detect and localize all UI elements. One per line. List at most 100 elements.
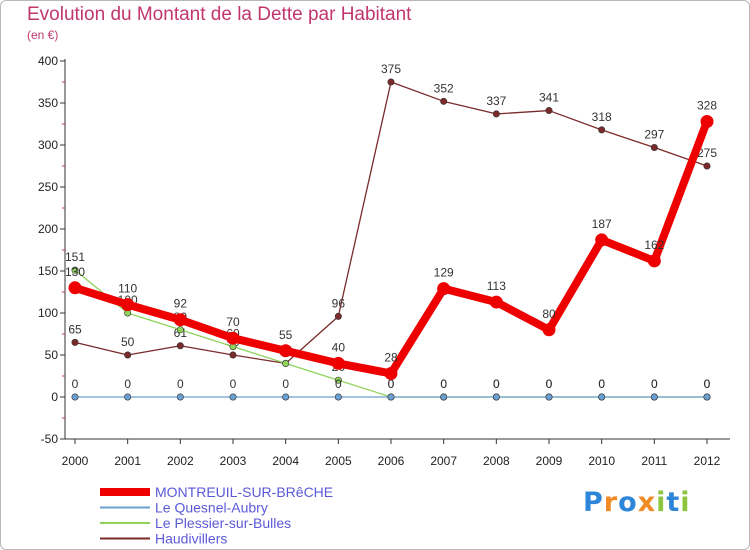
data-point-haudivillers [598,126,606,134]
proxiti-logo: Proxiti [583,487,691,518]
logo-letter: t [666,487,681,518]
data-label-le-quesnel-aubry: 0 [335,377,342,391]
legend-label: Le Quesnel-Aubry [155,500,268,516]
chart-title: Evolution du Montant de la Dette par Hab… [27,4,412,25]
data-point-haudivillers [229,351,237,359]
data-label-le-quesnel-aubry: 0 [440,377,447,391]
data-label-haudivillers: 275 [697,146,717,160]
data-label-le-quesnel-aubry: 0 [546,377,553,391]
data-point-le-quesnel-aubry [492,393,500,401]
data-point-le-quesnel-aubry [124,393,132,401]
y-tick-label: -50 [41,432,59,446]
data-label-le-quesnel-aubry: 0 [124,377,131,391]
data-point-le-quesnel-aubry [703,393,711,401]
data-point-montreuil-sur-br-che [437,282,451,296]
data-label-le-quesnel-aubry: 0 [282,377,289,391]
data-label-le-quesnel-aubry: 0 [704,377,711,391]
x-tick-label: 2001 [114,454,141,468]
data-point-le-quesnel-aubry [598,393,606,401]
y-tick-label: 300 [38,138,58,152]
data-point-le-quesnel-aubry [440,393,448,401]
data-label-montreuil-sur-br-che: 187 [592,217,612,231]
data-label-le-plessier-sur-bulles: 0 [651,377,658,391]
data-label-haudivillers: 318 [592,110,612,124]
data-label-le-plessier-sur-bulles: 0 [388,377,395,391]
x-tick-label: 2003 [220,454,247,468]
data-label-le-plessier-sur-bulles: 0 [598,377,605,391]
x-tick-label: 2010 [588,454,615,468]
data-label-haudivillers: 337 [486,94,506,108]
data-label-montreuil-sur-br-che: 110 [118,282,137,296]
data-label-le-quesnel-aubry: 0 [598,377,605,391]
logo-letter: r [603,487,619,518]
data-point-haudivillers [440,97,448,105]
data-label-haudivillers: 352 [434,81,454,95]
data-point-montreuil-sur-br-che [68,281,82,295]
data-label-haudivillers: 96 [332,296,346,310]
data-point-montreuil-sur-br-che [331,356,345,370]
y-tick-label: 0 [51,390,58,404]
y-tick-label: 200 [38,222,58,236]
data-point-le-quesnel-aubry [282,393,290,401]
x-tick-label: 2005 [325,454,352,468]
data-point-le-plessier-sur-bulles [71,266,79,274]
data-point-montreuil-sur-br-che [121,298,135,312]
x-tick-label: 2011 [641,454,667,468]
data-point-le-quesnel-aubry [229,393,237,401]
logo-letter: o [618,487,638,518]
x-tick-label: 2012 [694,454,721,468]
logo-letter: i [680,487,691,518]
data-point-montreuil-sur-br-che [226,331,240,345]
data-point-le-quesnel-aubry [650,393,658,401]
data-point-montreuil-sur-br-che [489,295,503,309]
y-tick-label: 250 [38,180,58,194]
logo-letter: x [637,487,657,518]
data-label-montreuil-sur-br-che: 40 [332,340,346,354]
y-tick-label: 400 [38,54,58,68]
chart-subtitle: (en €) [27,28,59,42]
data-label-montreuil-sur-br-che: 113 [487,279,506,293]
data-point-haudivillers [334,312,342,320]
data-point-haudivillers [492,110,500,118]
x-tick-label: 2000 [62,454,89,468]
series-line-haudivillers [74,81,708,365]
data-point-le-quesnel-aubry [334,393,342,401]
data-point-montreuil-sur-br-che [279,344,293,358]
data-point-montreuil-sur-br-che [647,254,661,268]
legend-label: Haudivillers [155,531,227,547]
data-label-le-quesnel-aubry: 0 [651,377,658,391]
data-point-haudivillers [124,351,132,359]
data-point-le-quesnel-aubry [71,393,79,401]
data-point-le-plessier-sur-bulles [334,376,342,384]
data-point-montreuil-sur-br-che [595,233,609,247]
data-point-montreuil-sur-br-che [173,313,187,327]
data-label-le-plessier-sur-bulles: 0 [704,377,711,391]
data-label-montreuil-sur-br-che: 55 [279,328,293,342]
data-label-montreuil-sur-br-che: 162 [644,238,664,252]
data-label-haudivillers: 341 [539,91,559,105]
data-label-le-quesnel-aubry: 0 [72,377,79,391]
data-point-haudivillers [545,107,553,115]
data-label-le-quesnel-aubry: 0 [388,377,395,391]
data-label-le-plessier-sur-bulles: 151 [65,250,85,264]
y-tick-label: 50 [45,348,59,362]
logo-letter: P [583,487,604,518]
data-label-montreuil-sur-br-che: 129 [434,266,454,280]
data-point-le-quesnel-aubry [387,393,395,401]
y-tick-label: 350 [38,96,58,110]
data-label-montreuil-sur-br-che: 92 [174,297,188,311]
data-label-haudivillers: 297 [644,128,664,142]
data-point-montreuil-sur-br-che [700,114,714,128]
data-label-le-quesnel-aubry: 0 [177,377,184,391]
data-label-haudivillers: 375 [381,62,401,76]
legend-label: Le Plessier-sur-Bulles [155,515,291,531]
data-point-haudivillers [387,78,395,86]
legend-label: MONTREUIL-SUR-BRêCHE [155,484,333,500]
data-label-le-quesnel-aubry: 0 [493,377,500,391]
x-tick-label: 2008 [483,454,510,468]
data-label-le-quesnel-aubry: 0 [230,377,237,391]
data-point-le-quesnel-aubry [545,393,553,401]
y-tick-label: 150 [38,264,58,278]
